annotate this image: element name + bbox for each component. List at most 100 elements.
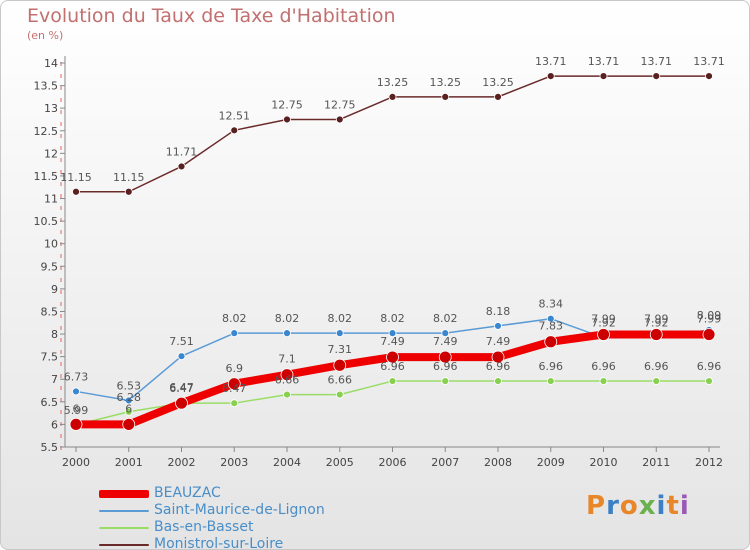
y-tick-label: 8.5 xyxy=(41,305,59,318)
data-label: 13.25 xyxy=(482,76,514,89)
data-label: 7.99 xyxy=(644,313,669,326)
data-point xyxy=(335,115,344,124)
data-point xyxy=(283,115,291,124)
y-tick-label: 12.5 xyxy=(34,125,59,138)
legend-label: Saint-Maurice-de-Lignon xyxy=(154,502,325,518)
data-label: 8.02 xyxy=(380,312,405,325)
data-point xyxy=(438,350,452,364)
legend-swatch xyxy=(99,527,149,529)
y-tick-label: 10 xyxy=(44,238,58,251)
logo-letter: t xyxy=(666,491,680,521)
data-label: 6.9 xyxy=(226,362,244,375)
data-point xyxy=(386,350,399,364)
logo-letter: i xyxy=(679,491,690,521)
legend-swatch xyxy=(99,490,149,498)
legend-label: Monistrol-sur-Loire xyxy=(154,536,284,550)
data-point xyxy=(230,329,239,338)
data-label: 6.73 xyxy=(64,370,89,383)
data-point xyxy=(441,377,450,385)
data-label: 8.02 xyxy=(328,312,353,325)
data-point xyxy=(335,390,344,399)
x-tick-label: 2006 xyxy=(379,456,407,469)
data-point xyxy=(441,329,450,338)
data-point xyxy=(177,162,186,171)
data-label: 6.96 xyxy=(486,360,511,373)
data-point xyxy=(72,387,80,396)
x-tick-label: 2010 xyxy=(590,456,618,469)
data-point xyxy=(283,390,291,399)
data-label: 12.51 xyxy=(219,109,251,122)
data-point xyxy=(546,314,555,323)
legend-label: BEAUZAC xyxy=(154,485,221,501)
chart-unit-label: (en %) xyxy=(27,29,64,42)
data-label: 13.25 xyxy=(430,76,462,89)
x-tick-label: 2008 xyxy=(484,456,512,469)
data-label: 8.02 xyxy=(433,312,458,325)
data-label: 13.71 xyxy=(693,55,725,68)
data-point xyxy=(705,72,713,81)
data-point xyxy=(441,92,450,101)
data-label: 11.15 xyxy=(60,171,92,184)
logo-letter: i xyxy=(656,491,667,521)
data-label: 8.02 xyxy=(275,312,300,325)
data-point xyxy=(494,322,502,330)
data-point xyxy=(491,350,505,364)
y-tick-label: 13.5 xyxy=(34,80,59,93)
data-label: 7.51 xyxy=(169,335,194,348)
data-label: 7.1 xyxy=(278,353,296,366)
x-tick-label: 2007 xyxy=(431,456,459,469)
logo-letter: x xyxy=(638,491,657,521)
data-label: 7.83 xyxy=(539,320,564,333)
data-point xyxy=(230,126,239,135)
data-label: 5.99 xyxy=(64,404,89,417)
data-point xyxy=(702,328,716,341)
data-label: 13.71 xyxy=(641,55,673,68)
data-point xyxy=(649,328,663,341)
data-label: 11.71 xyxy=(166,145,198,158)
legend-swatch xyxy=(99,544,149,546)
legend-label: Bas-en-Basset xyxy=(154,519,254,535)
data-point xyxy=(494,92,502,101)
data-point xyxy=(388,329,397,338)
data-point xyxy=(652,377,661,385)
logo-letter: P xyxy=(586,491,607,521)
y-tick-label: 5.5 xyxy=(41,441,59,454)
data-label: 8.18 xyxy=(486,305,511,318)
data-point xyxy=(230,399,239,408)
y-tick-label: 7 xyxy=(51,373,58,386)
data-point xyxy=(544,335,558,349)
data-label: 8.34 xyxy=(539,298,564,311)
data-point xyxy=(494,377,502,385)
data-label: 6.47 xyxy=(169,381,194,394)
data-label: 7.92 xyxy=(644,317,669,330)
data-label: 7.49 xyxy=(380,335,405,348)
data-label: 8.02 xyxy=(222,312,247,325)
y-tick-label: 6 xyxy=(51,418,58,431)
x-tick-label: 2003 xyxy=(220,456,248,469)
data-point xyxy=(122,418,136,431)
data-label: 6.96 xyxy=(697,360,722,373)
data-label: 6.96 xyxy=(380,360,405,373)
data-label: 6.96 xyxy=(433,360,458,373)
data-label: 7.49 xyxy=(486,335,511,348)
data-point xyxy=(546,377,555,385)
data-label: 13.71 xyxy=(588,55,620,68)
data-point xyxy=(175,396,188,410)
data-label: 6.66 xyxy=(328,374,353,387)
y-tick-label: 6.5 xyxy=(41,396,59,409)
data-label: 12.75 xyxy=(324,98,356,111)
data-label: 6 xyxy=(125,402,132,415)
x-tick-label: 2011 xyxy=(642,456,670,469)
data-label: 7.92 xyxy=(591,317,616,330)
y-tick-label: 11.5 xyxy=(34,170,59,183)
y-tick-label: 10.5 xyxy=(34,215,59,228)
data-label: 7.49 xyxy=(433,335,458,348)
data-label: 6.96 xyxy=(644,360,669,373)
data-point xyxy=(124,396,133,405)
data-label: 6.96 xyxy=(539,360,564,373)
data-point xyxy=(388,92,397,101)
y-tick-label: 7.5 xyxy=(41,351,59,364)
data-point xyxy=(599,72,608,81)
